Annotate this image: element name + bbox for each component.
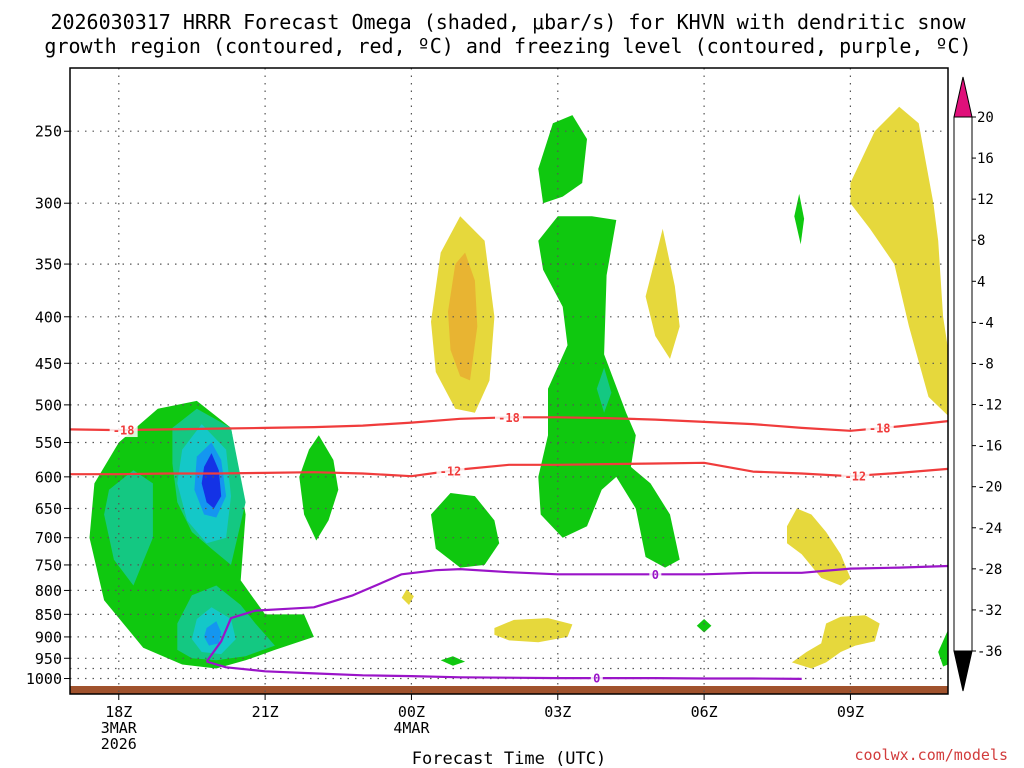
omega-shaded-layer [89, 106, 948, 669]
contour-label-dgz-minus12: -12 [844, 469, 866, 483]
colorbar-label: -12 [977, 398, 1002, 414]
omega-yellow-0130 [494, 618, 573, 643]
credit-text: coolwx.com/models [854, 746, 1008, 764]
omega-teal-left [104, 470, 153, 586]
chart-title-line1: 2026030317 HRRR Forecast Omega (shaded, … [50, 10, 966, 34]
colorbar-label: -24 [977, 521, 1002, 537]
y-tick-label-500: 500 [35, 396, 62, 414]
x-axis-label: Forecast Time (UTC) [412, 749, 606, 768]
y-tick-label-1000: 1000 [26, 670, 62, 688]
freezing-level-low-line [206, 660, 802, 680]
colorbar-label: -8 [977, 356, 994, 372]
y-tick-label-450: 450 [35, 355, 62, 373]
colorbar-label: 16 [977, 151, 994, 167]
colorbar-under-triangle [953, 650, 973, 692]
omega-blue-low [204, 621, 222, 646]
y-tick-label-650: 650 [35, 500, 62, 518]
y-tick-label-800: 800 [35, 582, 62, 600]
contour-label-freezing-level: 0 [652, 568, 659, 582]
omega-green-right [938, 630, 948, 667]
x-tick-label: 09Z [837, 703, 864, 721]
y-tick-label-300: 300 [35, 195, 62, 213]
contour-label-bg [436, 463, 465, 478]
omega-green-01z [431, 493, 500, 568]
x-tick-label: 03Z [544, 703, 571, 721]
x-tick-label: 4MAR [393, 719, 430, 737]
contour-label-freezing-level-low: 0 [593, 672, 600, 686]
contour-label-dgz-minus18: -18 [113, 424, 135, 438]
colorbar-label: -36 [977, 644, 1002, 660]
contour-label-dgz-minus18: -18 [498, 411, 520, 425]
contour-label-bg [495, 410, 523, 425]
omega-gold-0030 [448, 252, 478, 381]
x-tick-label: 00Z [398, 703, 425, 721]
dgz-minus12-line [70, 461, 948, 478]
y-tick-label-350: 350 [35, 256, 62, 274]
y-tick-label-400: 400 [35, 308, 62, 326]
colorbar-label: -28 [977, 562, 1002, 578]
omega-yellow-00z [401, 589, 414, 605]
contour-label-bg [590, 671, 603, 686]
colorbar: 20 16 12 8 4 -4 -8 -12 -16 -20 -24 -28 -32 -36 [953, 76, 1002, 692]
colorbar-label: 12 [977, 192, 994, 208]
omega-green-21z [299, 435, 339, 541]
colorbar-label: 20 [977, 110, 994, 126]
omega-green-0045 [440, 656, 466, 666]
colorbar-label: 4 [977, 274, 985, 290]
contour-label-bg [649, 567, 662, 582]
omega-yellow-09z [850, 106, 948, 416]
contour-label-dgz-minus12: -12 [440, 464, 462, 478]
omega-darkblue [201, 453, 222, 509]
colorbar-label: -20 [977, 480, 1002, 496]
colorbar-label: -32 [977, 603, 1002, 619]
omega-yellow-08z [787, 508, 851, 586]
y-tick-label-250: 250 [35, 123, 62, 141]
colorbar-label: -4 [977, 315, 994, 331]
contour-label-bg [109, 423, 138, 438]
contour-label-bg [865, 421, 894, 436]
colorbar-over-triangle [953, 76, 973, 118]
y-tick-label-950: 950 [35, 650, 62, 668]
omega-green-08z [794, 193, 805, 245]
ground-layer [70, 686, 948, 694]
omega-yellow-05z [645, 228, 680, 359]
y-tick-label-750: 750 [35, 556, 62, 574]
colorbar-label: -16 [977, 439, 1002, 455]
x-tick-label: 06Z [691, 703, 718, 721]
contour-label-bg [841, 468, 870, 483]
contour-label-dgz-minus18: -18 [869, 422, 891, 436]
y-tick-label-900: 900 [35, 628, 62, 646]
y-tick-label-600: 600 [35, 468, 62, 486]
omega-green-03z-top [538, 115, 587, 204]
freezing-level-line [205, 564, 948, 663]
colorbar-label: 8 [977, 233, 985, 249]
x-tick-label: 21Z [252, 703, 279, 721]
omega-yellow-0830 [791, 615, 880, 669]
x-tick-label: 2026 [101, 735, 137, 753]
ground-surface [70, 686, 948, 694]
pressure-axis: 250 300 350 400 450 500 550 600 650 700 750 800 850 9… [26, 123, 70, 688]
x-tick-label: 3MAR [101, 719, 138, 737]
omega-teal-03z [596, 367, 612, 413]
chart-title-line2: growth region (contoured, red, ºC) and f… [44, 34, 971, 58]
y-tick-label-700: 700 [35, 529, 62, 547]
plot-frame [69, 67, 949, 695]
y-tick-label-850: 850 [35, 606, 62, 624]
colorbar-frame [953, 116, 973, 652]
y-tick-label-550: 550 [35, 434, 62, 452]
contour-layer: -18 -18 -18 -12 -12 0 0 [70, 410, 948, 686]
omega-green-06z [696, 619, 712, 633]
x-tick-label: 18Z [105, 703, 132, 721]
